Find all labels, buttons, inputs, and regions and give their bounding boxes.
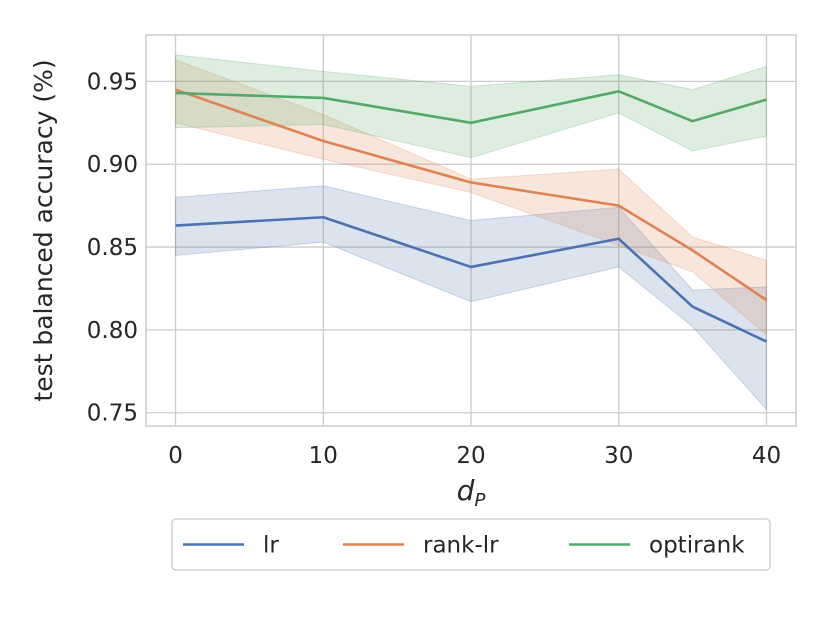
line-lr <box>175 215 768 343</box>
band-rank-lr <box>175 59 767 336</box>
x-axis-label-main: d <box>457 474 475 507</box>
y-tick-label: 0.85 <box>87 235 138 261</box>
y-tick-label: 0.90 <box>87 152 138 178</box>
x-tick-label: 40 <box>752 443 781 469</box>
x-tick-label: 0 <box>168 443 183 469</box>
y-tick-label: 0.75 <box>87 401 138 427</box>
line-rank-lr <box>175 88 768 302</box>
x-axis-label-subscript: P <box>474 490 485 511</box>
y-tick-label: 0.95 <box>87 69 138 95</box>
axes: 0 10 20 30 40 0.75 0.80 0.85 0.90 0.95 <box>87 34 797 469</box>
x-tick-label: 10 <box>309 443 338 469</box>
legend-label-lr: lr <box>263 533 279 559</box>
legend-box <box>171 518 771 571</box>
confidence-bands <box>175 54 767 411</box>
line-optirank <box>175 90 767 125</box>
y-tick-label: 0.80 <box>87 318 138 344</box>
x-tick-label: 20 <box>456 443 485 469</box>
band-optirank <box>175 54 767 159</box>
y-axis-label: test balanced accuracy (%) <box>29 59 58 401</box>
legend-label-optirank: optirank <box>649 533 745 559</box>
x-tick-label: 30 <box>604 443 633 469</box>
legend: lr rank-lr optirank <box>171 518 771 571</box>
band-lr <box>175 185 767 411</box>
x-axis-label: dP <box>457 474 486 511</box>
series-lines <box>175 88 768 343</box>
grid <box>146 35 796 426</box>
plot-frame <box>145 34 797 427</box>
legend-label-rank-lr: rank-lr <box>423 533 499 559</box>
